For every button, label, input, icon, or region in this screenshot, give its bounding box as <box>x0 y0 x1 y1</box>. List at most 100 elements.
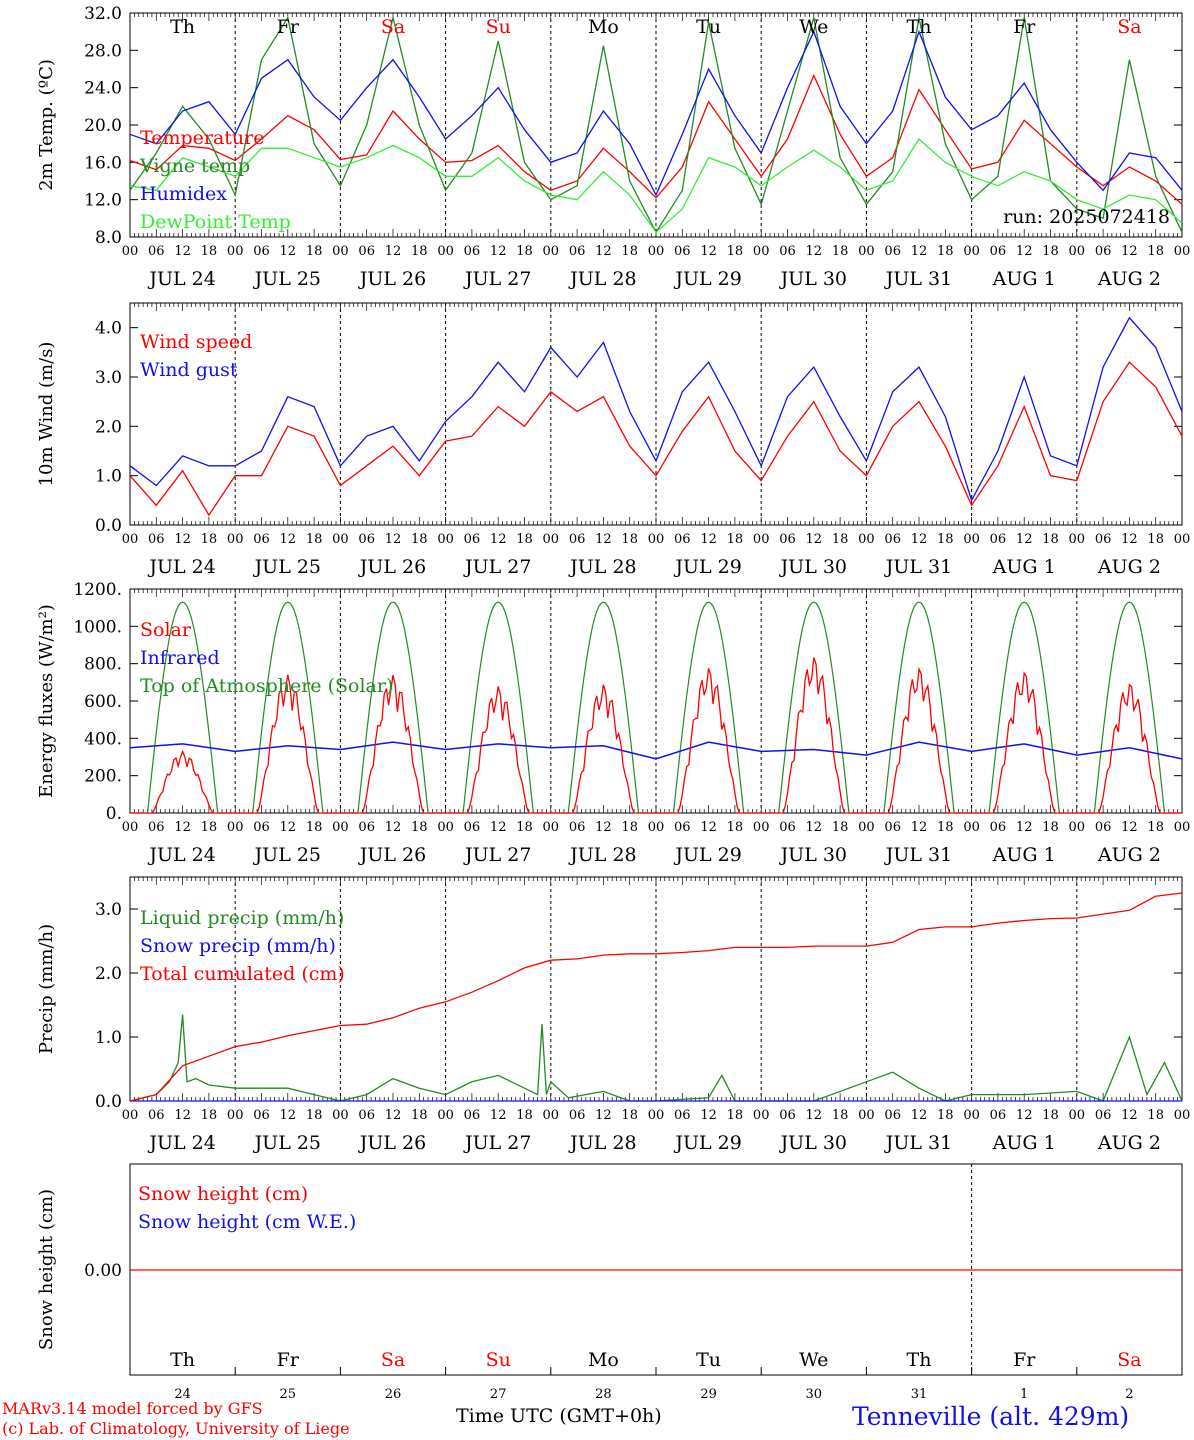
hour-label: 00 <box>332 1108 349 1123</box>
hour-label: 12 <box>595 820 612 835</box>
date-label: JUL 24 <box>147 1132 215 1154</box>
y-tick-label: 16.0 <box>84 153 122 173</box>
hour-label: 06 <box>674 532 691 547</box>
hour-label: 12 <box>806 244 823 259</box>
hour-label: 06 <box>253 532 270 547</box>
footer-lab: (c) Lab. of Climatology, University of L… <box>2 1419 350 1438</box>
y-axis-label: Energy fluxes (W/m²) <box>36 604 57 798</box>
weekday-label: Mo <box>588 1349 619 1371</box>
series-line <box>129 361 1183 517</box>
hour-label: 00 <box>1069 1108 1086 1123</box>
hour-label: 18 <box>306 1108 323 1123</box>
hour-label: 00 <box>858 532 875 547</box>
hour-label: 00 <box>227 532 244 547</box>
hour-label: 06 <box>569 820 586 835</box>
hour-label: 00 <box>963 532 980 547</box>
hour-label: 12 <box>911 1108 928 1123</box>
hour-label: 06 <box>990 1108 1007 1123</box>
hour-label: 12 <box>700 532 717 547</box>
date-label: JUL 30 <box>779 268 847 290</box>
hour-label: 06 <box>1095 244 1112 259</box>
hour-label: 06 <box>779 820 796 835</box>
hour-label: 12 <box>1016 532 1033 547</box>
date-label: JUL 28 <box>568 556 636 578</box>
weekday-label: Th <box>907 1349 932 1371</box>
legend-entry: Top of Atmosphere (Solar) <box>140 675 393 697</box>
date-label: JUL 25 <box>253 556 321 578</box>
day-number-label: 1 <box>1020 1387 1028 1402</box>
station-label: Tenneville (alt. 429m) <box>852 1402 1130 1431</box>
hour-label: 00 <box>1069 244 1086 259</box>
hour-label: 18 <box>1042 244 1059 259</box>
y-axis-label: 2m Temp. (ºC) <box>36 59 57 191</box>
y-tick-label: 1000. <box>73 617 122 637</box>
hour-label: 12 <box>806 532 823 547</box>
date-label: AUG 2 <box>1097 844 1161 866</box>
hour-label: 12 <box>490 1108 507 1123</box>
weekday-label: Fr <box>277 1349 300 1371</box>
hour-label: 06 <box>464 1108 481 1123</box>
hour-label: 18 <box>411 244 428 259</box>
hour-label: 00 <box>753 820 770 835</box>
hour-label: 18 <box>832 1108 849 1123</box>
hour-label: 00 <box>753 532 770 547</box>
hour-label: 18 <box>937 532 954 547</box>
hour-label: 12 <box>700 244 717 259</box>
hour-label: 00 <box>1174 1108 1191 1123</box>
date-label: JUL 31 <box>884 556 952 578</box>
date-label: JUL 28 <box>568 1132 636 1154</box>
hour-label: 12 <box>1121 1108 1138 1123</box>
hour-label: 18 <box>1042 1108 1059 1123</box>
hour-label: 00 <box>858 820 875 835</box>
legend-entry: Snow precip (mm/h) <box>140 935 336 957</box>
hour-label: 18 <box>832 532 849 547</box>
hour-label: 12 <box>1016 820 1033 835</box>
date-label: AUG 2 <box>1097 1132 1161 1154</box>
hour-label: 00 <box>543 820 560 835</box>
hour-label: 00 <box>227 244 244 259</box>
infrared-line <box>129 741 1183 760</box>
hour-label: 06 <box>253 1108 270 1123</box>
hour-label: 00 <box>437 532 454 547</box>
hour-label: 18 <box>832 244 849 259</box>
series-line <box>129 316 1183 502</box>
hour-label: 00 <box>858 244 875 259</box>
hour-label: 18 <box>937 1108 954 1123</box>
hour-label: 18 <box>621 532 638 547</box>
hour-label: 06 <box>569 1108 586 1123</box>
hour-label: 18 <box>411 820 428 835</box>
hour-label: 00 <box>753 1108 770 1123</box>
date-label: AUG 1 <box>992 1132 1056 1154</box>
hour-label: 18 <box>201 1108 218 1123</box>
hour-label: 06 <box>148 1108 165 1123</box>
hour-label: 06 <box>990 532 1007 547</box>
hour-label: 06 <box>779 532 796 547</box>
date-label: JUL 27 <box>463 1132 531 1154</box>
date-label: JUL 28 <box>568 844 636 866</box>
hour-label: 12 <box>1016 244 1033 259</box>
legend-entry: DewPoint Temp <box>140 211 291 233</box>
weekday-label: Sa <box>381 1349 405 1371</box>
hour-label: 18 <box>306 820 323 835</box>
y-tick-label: 32.0 <box>84 4 122 24</box>
hour-label: 00 <box>227 820 244 835</box>
hour-label: 00 <box>437 244 454 259</box>
hour-label: 18 <box>727 1108 744 1123</box>
weekday-label: Su <box>486 16 511 38</box>
hour-label: 18 <box>1147 244 1164 259</box>
day-number-label: 2 <box>1125 1387 1133 1402</box>
legend-entry: Wind speed <box>140 331 252 353</box>
panel-frame <box>129 588 1183 814</box>
panel-3: 00 06 12 18 JUL 24 00 06 12 18 JUL 25 00 06 12 18 JUL … <box>36 580 1190 866</box>
hour-label: 06 <box>569 532 586 547</box>
series-line <box>129 29 1183 197</box>
date-label: JUL 29 <box>673 268 741 290</box>
legend-entry: Total cumulated (cm) <box>140 963 345 985</box>
y-tick-label: 400. <box>84 729 122 749</box>
y-axis-label: 10m Wind (m/s) <box>36 342 57 487</box>
y-tick-label: 0. <box>106 804 122 824</box>
date-label: AUG 2 <box>1097 268 1161 290</box>
hour-label: 18 <box>621 820 638 835</box>
hour-label: 00 <box>963 820 980 835</box>
